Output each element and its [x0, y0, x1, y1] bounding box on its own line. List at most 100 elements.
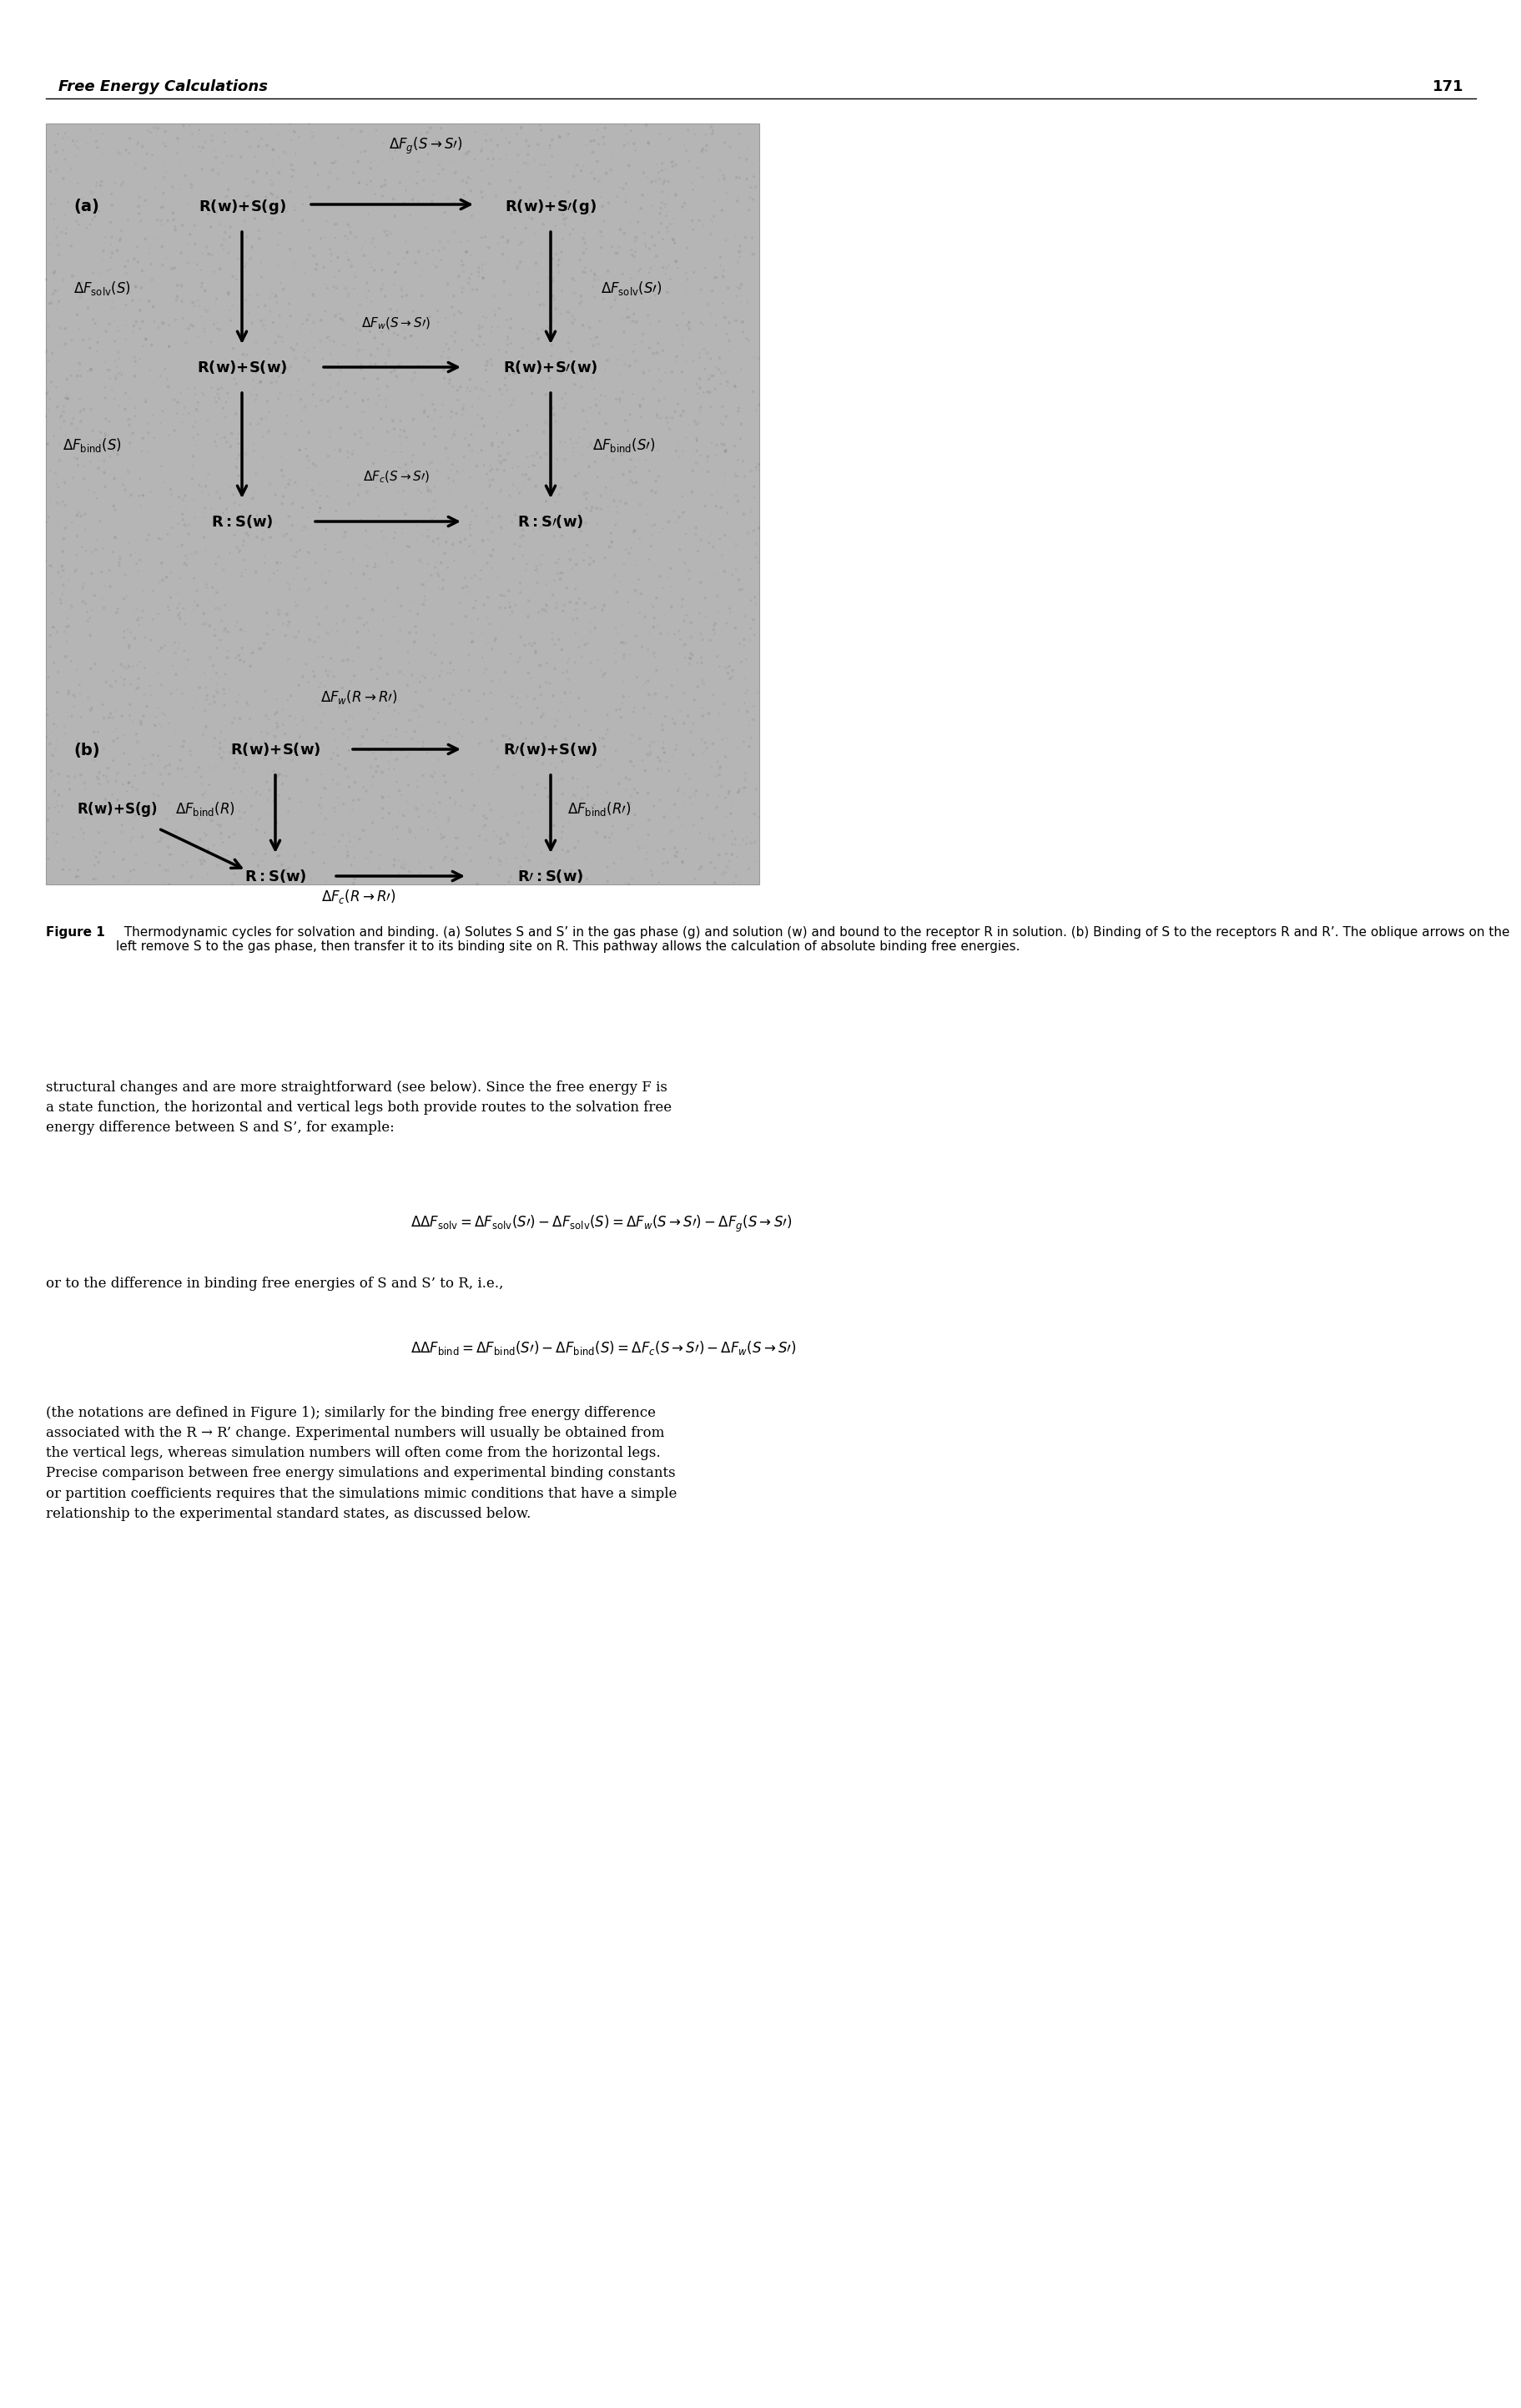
Point [468, 132, 493, 171]
Point [619, 778, 643, 816]
Point [386, 840, 411, 879]
Point [424, 450, 449, 489]
Point [698, 340, 722, 378]
Point [157, 828, 181, 867]
Point [310, 727, 335, 766]
Point [408, 542, 432, 580]
Point [78, 111, 102, 149]
Point [426, 703, 450, 742]
Point [211, 669, 236, 708]
Point [392, 222, 417, 260]
Point [476, 462, 500, 501]
Point [481, 132, 505, 171]
Point [213, 397, 237, 436]
Point [540, 614, 564, 653]
Point [277, 465, 301, 503]
Point [152, 462, 176, 501]
Point [437, 340, 461, 378]
Point [265, 804, 289, 843]
Point [513, 626, 537, 665]
Point [208, 713, 233, 751]
Point [639, 515, 663, 554]
Point [738, 494, 762, 532]
Point [342, 860, 367, 898]
Point [84, 479, 108, 518]
Point [648, 195, 672, 234]
Point [152, 147, 176, 185]
Point [429, 643, 453, 681]
Point [190, 763, 214, 802]
Point [99, 289, 123, 327]
Point [569, 621, 593, 660]
Point [359, 142, 383, 181]
Point [621, 294, 645, 332]
Point [140, 260, 164, 299]
Point [275, 595, 300, 633]
Point [488, 660, 513, 698]
Point [278, 696, 303, 734]
Point [148, 356, 172, 395]
Point [277, 496, 301, 535]
Point [193, 467, 218, 506]
Point [292, 253, 316, 291]
Point [637, 125, 662, 164]
Point [546, 761, 570, 799]
Point [277, 460, 301, 498]
Text: $\mathbf{R(w){+}S(g)}$: $\mathbf{R(w){+}S(g)}$ [198, 197, 286, 217]
Point [394, 171, 418, 209]
Point [403, 460, 427, 498]
Point [421, 523, 446, 561]
Point [313, 653, 338, 691]
Point [134, 219, 158, 258]
Point [587, 650, 611, 689]
Point [569, 436, 593, 474]
Point [604, 691, 628, 730]
Point [604, 380, 628, 419]
Point [374, 217, 399, 255]
Point [208, 621, 233, 660]
Point [738, 580, 762, 619]
Point [243, 323, 268, 361]
Point [631, 667, 656, 706]
Point [394, 713, 418, 751]
Point [646, 421, 671, 460]
Point [637, 248, 662, 287]
Point [260, 147, 284, 185]
Point [71, 799, 96, 838]
Point [592, 118, 616, 157]
Point [263, 696, 287, 734]
Point [608, 838, 633, 877]
Point [204, 426, 228, 465]
Point [738, 169, 762, 207]
Point [254, 301, 278, 340]
Point [231, 643, 256, 681]
Point [689, 520, 713, 559]
Point [593, 467, 618, 506]
Point [41, 253, 65, 291]
Point [590, 657, 614, 696]
Point [473, 246, 497, 284]
Point [179, 116, 204, 154]
Point [700, 113, 724, 152]
Point [364, 489, 388, 527]
Point [475, 364, 499, 402]
Point [497, 308, 522, 347]
Point [611, 214, 636, 253]
Point [181, 590, 205, 628]
Point [386, 795, 411, 833]
Point [140, 571, 164, 609]
Point [318, 368, 342, 407]
Point [560, 759, 584, 797]
Point [516, 775, 540, 814]
Point [440, 445, 464, 484]
Point [726, 773, 750, 811]
Point [181, 559, 205, 597]
Point [408, 542, 432, 580]
Point [123, 267, 148, 306]
Point [149, 202, 173, 241]
Point [558, 332, 583, 371]
Point [669, 804, 694, 843]
Point [563, 828, 587, 867]
Point [71, 178, 96, 217]
Point [435, 178, 459, 217]
